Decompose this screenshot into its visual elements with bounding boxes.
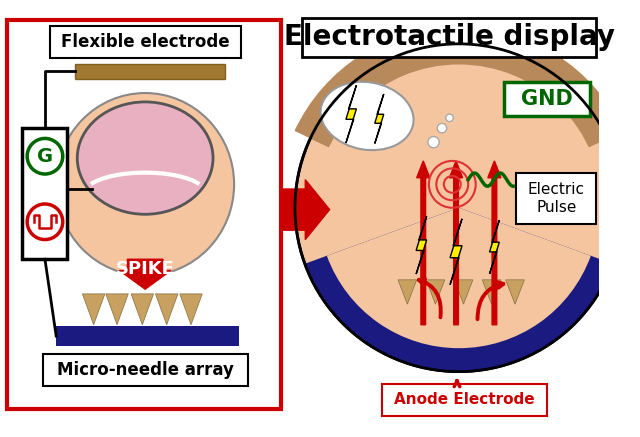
- Text: SPIKE: SPIKE: [116, 260, 175, 277]
- Polygon shape: [131, 294, 154, 325]
- Circle shape: [27, 204, 63, 239]
- Bar: [56, 326, 239, 346]
- Polygon shape: [490, 220, 499, 274]
- Text: Electric
Pulse: Electric Pulse: [528, 182, 585, 215]
- Wedge shape: [305, 208, 613, 371]
- FancyArrow shape: [488, 161, 501, 325]
- FancyBboxPatch shape: [382, 384, 547, 416]
- Polygon shape: [106, 294, 128, 325]
- Ellipse shape: [56, 93, 234, 276]
- Bar: [8, 21, 281, 409]
- FancyBboxPatch shape: [43, 354, 248, 385]
- Circle shape: [437, 124, 447, 133]
- FancyArrow shape: [449, 161, 463, 325]
- Circle shape: [295, 44, 623, 371]
- Wedge shape: [327, 208, 591, 348]
- Bar: [22, 128, 67, 259]
- Circle shape: [428, 137, 439, 148]
- FancyBboxPatch shape: [50, 26, 241, 58]
- Text: Flexible electrode: Flexible electrode: [61, 33, 230, 51]
- Text: G: G: [37, 147, 53, 166]
- Polygon shape: [506, 280, 524, 304]
- Text: Anode Electrode: Anode Electrode: [394, 392, 535, 407]
- Ellipse shape: [77, 102, 213, 214]
- Wedge shape: [316, 65, 602, 351]
- Polygon shape: [346, 85, 356, 143]
- FancyArrow shape: [417, 161, 430, 325]
- Circle shape: [445, 114, 453, 121]
- FancyBboxPatch shape: [303, 17, 596, 57]
- Text: Electrotactile display: Electrotactile display: [284, 23, 615, 51]
- FancyBboxPatch shape: [516, 173, 596, 224]
- Wedge shape: [312, 46, 605, 208]
- FancyBboxPatch shape: [504, 82, 590, 116]
- Polygon shape: [483, 280, 501, 304]
- FancyArrow shape: [281, 180, 330, 239]
- Polygon shape: [416, 216, 427, 274]
- Polygon shape: [180, 294, 202, 325]
- Text: Micro-needle array: Micro-needle array: [57, 361, 234, 379]
- Polygon shape: [83, 294, 105, 325]
- Circle shape: [27, 139, 63, 174]
- Ellipse shape: [321, 82, 413, 150]
- Polygon shape: [450, 219, 462, 284]
- Polygon shape: [156, 294, 178, 325]
- Polygon shape: [426, 280, 445, 304]
- FancyArrow shape: [120, 259, 171, 289]
- Text: GND: GND: [521, 89, 573, 109]
- Polygon shape: [375, 94, 384, 143]
- Polygon shape: [398, 280, 417, 304]
- Polygon shape: [454, 280, 473, 304]
- Bar: [75, 63, 225, 79]
